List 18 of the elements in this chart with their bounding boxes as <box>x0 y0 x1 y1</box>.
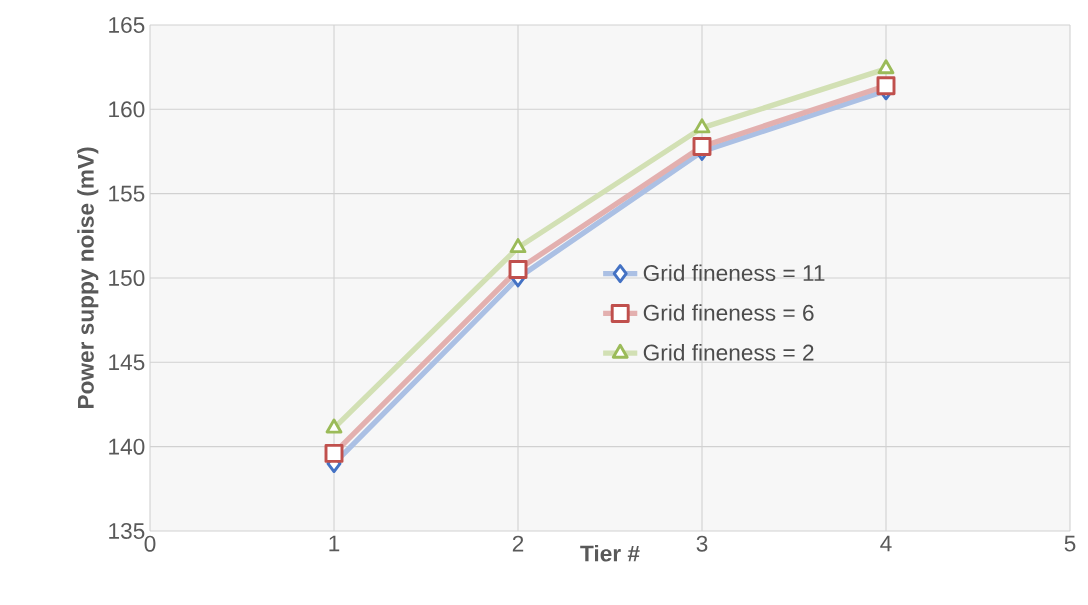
y-tick-label: 155 <box>109 185 145 202</box>
y-tick-label: 135 <box>109 522 145 540</box>
legend-label: Grid fineness = 11 <box>643 264 825 282</box>
x-tick-label: 1 <box>329 535 340 552</box>
x-tick-label: 5 <box>1064 535 1076 552</box>
y-tick-label: 140 <box>109 438 145 455</box>
y-tick-label: 160 <box>109 101 145 118</box>
x-tick-label: 2 <box>512 535 524 552</box>
x-tick-label: 4 <box>880 535 892 552</box>
y-axis-title: Power suppy noise (mV) <box>77 147 99 409</box>
y-tick-label: 145 <box>109 354 145 371</box>
x-axis-title: Tier # <box>580 544 640 562</box>
legend-label: Grid fineness = 2 <box>643 343 814 361</box>
legend-label: Grid fineness = 6 <box>643 304 814 321</box>
y-tick-label: 150 <box>109 269 145 287</box>
y-tick-label: 165 <box>109 16 145 34</box>
x-tick-label: 3 <box>696 535 708 552</box>
x-tick-label: 0 <box>144 535 156 552</box>
